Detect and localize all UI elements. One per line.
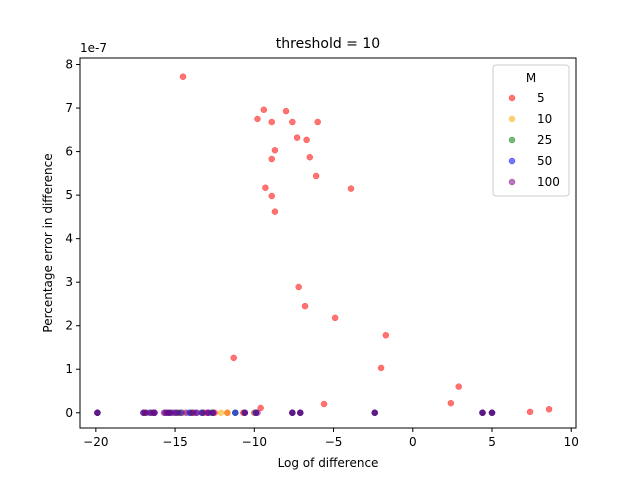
- legend-title: M: [526, 71, 536, 85]
- y-tick-label: 1: [65, 362, 73, 376]
- x-tick-label: −10: [242, 435, 267, 449]
- data-point: [297, 409, 304, 417]
- x-tick-label: −5: [325, 435, 343, 449]
- chart-title: threshold = 10: [276, 36, 380, 52]
- data-point: [224, 409, 231, 417]
- data-point: [268, 192, 275, 200]
- data-point: [268, 155, 275, 163]
- data-point: [303, 136, 310, 144]
- x-tick-label: −20: [83, 435, 108, 449]
- legend-marker: [508, 136, 516, 144]
- legend-label: 100: [537, 175, 560, 189]
- x-axis-ticks: −20 −15 −10 −5 0 5 10: [83, 428, 579, 449]
- data-point: [347, 185, 355, 192]
- data-point: [526, 408, 534, 416]
- x-tick-label: −15: [162, 435, 187, 449]
- data-point: [241, 409, 249, 417]
- data-point: [377, 364, 385, 372]
- x-tick-label: 10: [564, 435, 579, 449]
- data-point: [173, 409, 180, 417]
- x-tick-label: 5: [488, 435, 496, 449]
- data-point: [306, 153, 314, 161]
- data-point: [545, 406, 553, 413]
- data-point: [479, 409, 486, 417]
- series-100: [94, 409, 496, 417]
- y-tick-label: 3: [65, 275, 73, 289]
- data-point: [254, 409, 261, 417]
- data-point: [289, 409, 296, 417]
- x-axis-label: Log of difference: [278, 456, 379, 470]
- data-point: [94, 409, 101, 417]
- y-tick-label: 0: [65, 406, 73, 420]
- legend-marker: [508, 178, 516, 186]
- y-tick-label: 7: [65, 101, 73, 115]
- data-point: [447, 399, 455, 407]
- data-point: [260, 106, 268, 114]
- data-point: [268, 118, 275, 126]
- data-point: [254, 115, 261, 123]
- data-point: [293, 134, 301, 141]
- data-point: [314, 118, 321, 126]
- data-point: [232, 409, 239, 417]
- y-axis-offset-label: 1e-7: [80, 41, 107, 55]
- legend: M 5 10 25 50 100: [492, 64, 570, 197]
- y-tick-label: 5: [65, 188, 73, 202]
- legend-label: 10: [537, 112, 552, 126]
- legend-items: 5 10 25 50 100: [508, 91, 560, 189]
- legend-marker: [508, 157, 516, 165]
- data-point: [455, 383, 462, 390]
- data-point: [262, 184, 269, 191]
- axes-frame: [79, 57, 577, 429]
- data-point: [209, 409, 217, 417]
- legend-label: 5: [537, 91, 545, 105]
- data-point: [271, 147, 279, 154]
- legend-marker: [508, 94, 516, 102]
- data-point: [289, 118, 296, 126]
- data-point: [331, 314, 339, 322]
- data-point: [320, 400, 328, 408]
- x-tick-label: 0: [409, 435, 417, 449]
- data-point: [230, 354, 237, 362]
- data-point: [295, 283, 302, 291]
- y-axis-label: Percentage error in difference: [41, 153, 55, 332]
- data-point: [312, 172, 320, 180]
- legend-label: 25: [537, 133, 552, 147]
- data-point: [282, 107, 290, 115]
- data-point: [182, 409, 190, 417]
- data-point: [371, 409, 378, 417]
- data-point: [488, 409, 496, 417]
- y-axis-ticks: 0 1 2 3 4 5 6 7 8: [65, 58, 80, 420]
- data-point: [179, 73, 187, 80]
- data-point: [194, 409, 201, 417]
- data-point: [271, 208, 279, 215]
- y-tick-label: 6: [65, 145, 73, 159]
- legend-label: 50: [537, 154, 552, 168]
- y-tick-label: 2: [65, 319, 73, 333]
- y-tick-label: 4: [65, 232, 73, 246]
- data-point: [382, 332, 390, 339]
- data-point: [217, 409, 225, 417]
- y-tick-label: 8: [65, 58, 73, 72]
- data-point: [301, 302, 309, 310]
- legend-marker: [508, 115, 516, 123]
- data-point: [151, 409, 158, 417]
- data-points: [94, 73, 553, 417]
- data-point: [257, 404, 264, 412]
